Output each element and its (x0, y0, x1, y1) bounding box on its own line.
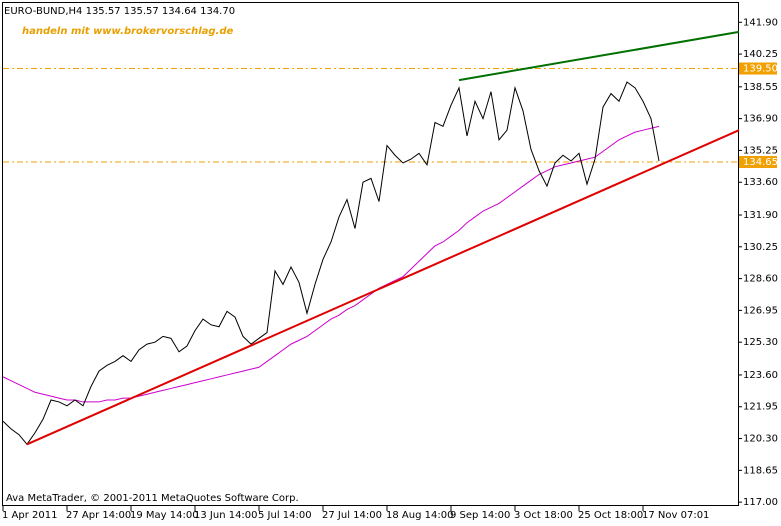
x-tick-label: 27 Apr 14:00 (66, 510, 131, 521)
plot-frame (2, 2, 739, 506)
x-tick-label: 13 Jun 14:00 (194, 510, 258, 521)
x-tick-label: 5 Jul 14:00 (258, 510, 312, 521)
y-tick-label: 130.25 (743, 242, 778, 253)
trend-line (458, 30, 740, 82)
x-tick-label: 25 Oct 18:00 (578, 510, 643, 521)
y-tick-label: 123.60 (743, 370, 778, 381)
y-tick-label: 117.00 (743, 497, 778, 508)
marks (2, 30, 740, 446)
price-label-box (739, 62, 777, 75)
x-tick-label: 3 Oct 18:00 (514, 510, 573, 521)
series-line (2, 81, 660, 446)
y-tick-label: 118.65 (743, 465, 778, 476)
chart-title: EURO-BUND,H4 135.57 135.57 134.64 134.70 (4, 6, 235, 17)
y-tick-label: 135.25 (743, 145, 778, 156)
footer: Ava MetaTrader, © 2001-2011 MetaQuotes S… (6, 493, 299, 504)
y-tick-label: 128.60 (743, 274, 778, 285)
annotation: handeln mit www.brokervorschlag.de (22, 26, 234, 37)
y-tick-label: 138.55 (743, 82, 778, 93)
trend-line (26, 129, 740, 446)
y-tick-label: 120.30 (743, 434, 778, 445)
y-tick-label: 140.25 (743, 49, 778, 60)
x-tick-label: 17 Nov 07:01 (642, 510, 709, 521)
price-label: 139.50 (743, 64, 778, 75)
price-label-box (739, 155, 777, 168)
x-tick-label: 1 Apr 2011 (2, 510, 57, 521)
y-tick-label: 136.90 (743, 114, 778, 125)
y-tick-label: 125.30 (743, 337, 778, 348)
y-tick-label: 133.60 (743, 177, 778, 188)
series-line (2, 125, 660, 403)
y-tick-label: 141.90 (743, 17, 778, 28)
y-tick-label: 126.95 (743, 305, 778, 316)
x-tick-label: 9 Sep 14:00 (450, 510, 510, 521)
x-tick-label: 19 May 14:00 (130, 510, 199, 521)
x-tick-label: 18 Aug 14:00 (386, 510, 453, 521)
price-label: 134.65 (743, 157, 778, 168)
x-tick-label: 27 Jul 14:00 (322, 510, 382, 521)
y-tick-label: 131.90 (743, 210, 778, 221)
y-tick-label: 121.95 (743, 402, 778, 413)
